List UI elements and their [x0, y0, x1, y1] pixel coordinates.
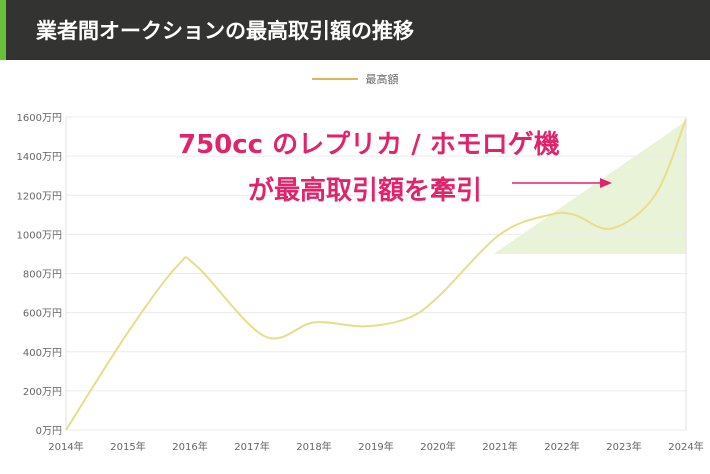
highlight-shade: [493, 120, 686, 254]
y-tick-label: 400万円: [23, 348, 62, 359]
y-tick-label: 200万円: [23, 387, 62, 398]
y-tick-label: 1000万円: [17, 230, 62, 241]
x-tick-label: 2017年: [234, 440, 269, 453]
x-tick-label: 2021年: [482, 440, 517, 453]
y-tick-label: 1400万円: [17, 152, 62, 163]
legend-swatch: [311, 78, 358, 80]
x-tick-label: 2024年: [668, 440, 703, 453]
x-tick-label: 2018年: [296, 440, 331, 453]
y-tick-label: 800万円: [23, 270, 62, 281]
x-tick-label: 2019年: [358, 440, 393, 453]
x-tick-label: 2014年: [48, 440, 83, 453]
y-tick-label: 0万円: [36, 426, 62, 437]
page-header: 業者間オークションの最高取引額の推移: [0, 0, 710, 60]
x-tick-label: 2022年: [544, 440, 579, 453]
y-tick-label: 1200万円: [17, 191, 62, 202]
chart-legend: 最高額: [150, 64, 560, 94]
y-tick-label: 600万円: [23, 309, 62, 320]
series-line-最高額: [65, 118, 687, 431]
annotation-line2: が最高取引額を牽引: [248, 176, 483, 206]
arrow-head-icon: [600, 178, 612, 188]
x-tick-label: 2023年: [606, 440, 641, 453]
legend-label: 最高額: [365, 73, 399, 86]
y-tick-label: 1600万円: [17, 113, 62, 124]
page-title: 業者間オークションの最高取引額の推移: [36, 19, 414, 43]
x-tick-label: 2016年: [172, 440, 207, 453]
annotation-line1: 750cc のレプリカ / ホモロゲ機: [178, 130, 560, 160]
x-tick-label: 2015年: [110, 440, 145, 453]
x-tick-label: 2020年: [420, 440, 455, 453]
